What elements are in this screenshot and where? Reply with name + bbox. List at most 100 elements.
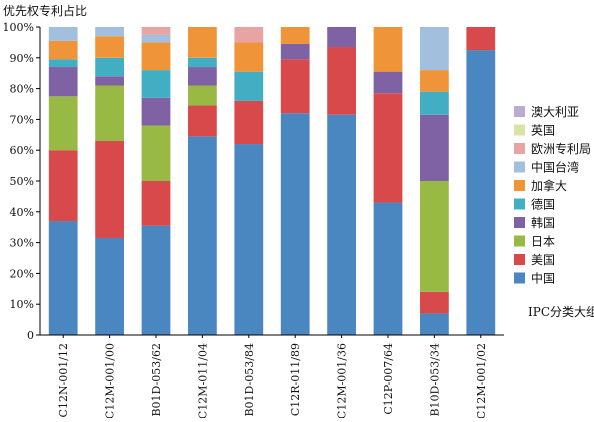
legend-label: 日本	[531, 235, 555, 249]
bar-segment	[280, 27, 310, 44]
bar-segment	[48, 150, 78, 222]
bar-segment	[95, 85, 124, 141]
legend-swatch	[514, 124, 525, 136]
y-axis-ticks: 0 10% 20% 30% 40% 50% 60% 70% 80% 90% 100%	[3, 21, 40, 342]
bar-segment	[280, 113, 310, 336]
bar-segment	[420, 291, 449, 314]
legend-label: 中国台湾	[531, 160, 579, 175]
bar-segment	[373, 93, 403, 203]
bar-segment	[188, 105, 217, 137]
bar-segment	[188, 27, 217, 58]
bar-segment	[373, 202, 403, 335]
y-tick-label: 40%	[10, 206, 34, 219]
y-tick-label: 20%	[10, 267, 34, 280]
y-tick-label: 80%	[10, 83, 34, 96]
bar-segment	[327, 47, 356, 115]
x-tick-label: C12M-001/36	[336, 343, 349, 418]
y-tick-label: 60%	[10, 144, 34, 157]
bar-segment	[188, 67, 217, 86]
bar-segment	[141, 225, 171, 335]
legend-label: 加拿大	[531, 178, 567, 193]
bar-segment	[327, 27, 356, 48]
bar-segment	[95, 76, 124, 86]
legend-label: 德国	[531, 197, 555, 212]
bar-segment	[95, 237, 124, 335]
bar-segment	[188, 136, 217, 335]
bar-segment	[95, 27, 124, 37]
bar-segment	[420, 27, 449, 71]
legend-swatch	[514, 272, 525, 284]
bar-segment	[234, 42, 264, 72]
legend-swatch	[514, 235, 525, 247]
bar-segment	[141, 42, 171, 71]
legend-label: 韩国	[531, 215, 555, 230]
y-tick-label: 90%	[10, 52, 34, 65]
bar-segment	[141, 125, 171, 181]
bar-segment	[280, 59, 310, 114]
x-tick-label: B01D-053/84	[243, 343, 256, 417]
bar-segment	[466, 50, 496, 335]
bar-segment	[48, 59, 78, 68]
bar-segment	[234, 27, 264, 43]
y-tick-label: 30%	[10, 237, 34, 250]
legend-swatch	[514, 198, 525, 210]
bar-segment	[48, 221, 78, 335]
y-tick-label: 100%	[3, 21, 34, 34]
x-tick-label: C12P-007/64	[382, 343, 395, 415]
legend-swatch	[514, 254, 525, 265]
legend-label: 中国	[531, 271, 555, 286]
bar-segment	[48, 27, 78, 41]
bar-segment	[420, 114, 449, 181]
legend-swatch	[514, 161, 525, 173]
bar-segment	[373, 27, 403, 72]
x-tick-label: C12R-011/89	[289, 343, 302, 416]
bar-segment	[141, 27, 171, 35]
bar-segment	[280, 43, 310, 60]
bar-segment	[420, 313, 449, 335]
legend-swatch	[514, 217, 525, 228]
bar-segment	[95, 57, 124, 77]
bar-segment	[95, 36, 124, 58]
bars-group	[48, 27, 496, 336]
x-tick-label: B01D-053/62	[150, 343, 163, 417]
x-tick-label: B10D-053/34	[428, 343, 441, 417]
bar-segment	[48, 96, 78, 151]
y-axis-title: 优先权专利占比	[3, 3, 87, 18]
legend-swatch	[514, 180, 525, 191]
legend-swatch	[514, 143, 525, 154]
y-tick-label: 0	[27, 329, 34, 342]
bar-segment	[141, 181, 171, 226]
legend-label: 美国	[531, 253, 555, 267]
bar-segment	[141, 97, 171, 126]
x-axis-labels: C12N-001/12 C12M-001/00 B01D-053/62 C12M-01…	[57, 335, 488, 419]
bar-segment	[188, 85, 217, 106]
bar-segment	[141, 34, 171, 43]
y-tick-label: 70%	[10, 113, 34, 126]
bar-segment	[48, 40, 78, 60]
bar-segment	[234, 100, 264, 145]
bar-segment	[234, 144, 264, 335]
x-axis-title: IPC分类大组	[528, 305, 594, 319]
x-tick-label: C12M-001/00	[104, 343, 117, 418]
legend-label: 澳大利亚	[531, 105, 579, 119]
bar-segment	[234, 71, 264, 101]
bar-segment	[327, 114, 356, 335]
x-tick-label: C12N-001/12	[57, 343, 70, 417]
y-tick-label: 10%	[10, 298, 34, 311]
bar-segment	[420, 91, 449, 115]
y-tick-label: 50%	[10, 175, 34, 188]
x-tick-label: C12M-001/02	[475, 343, 488, 418]
bar-segment	[373, 71, 403, 94]
legend-label: 英国	[531, 124, 555, 138]
bar-segment	[466, 27, 496, 51]
bar-segment	[48, 67, 78, 97]
legend-label: 欧洲专利局	[531, 141, 591, 156]
bar-segment	[420, 70, 449, 92]
bar-segment	[95, 140, 124, 238]
legend-swatch	[514, 106, 525, 117]
bar-segment	[188, 57, 217, 68]
bar-segment	[141, 70, 171, 98]
